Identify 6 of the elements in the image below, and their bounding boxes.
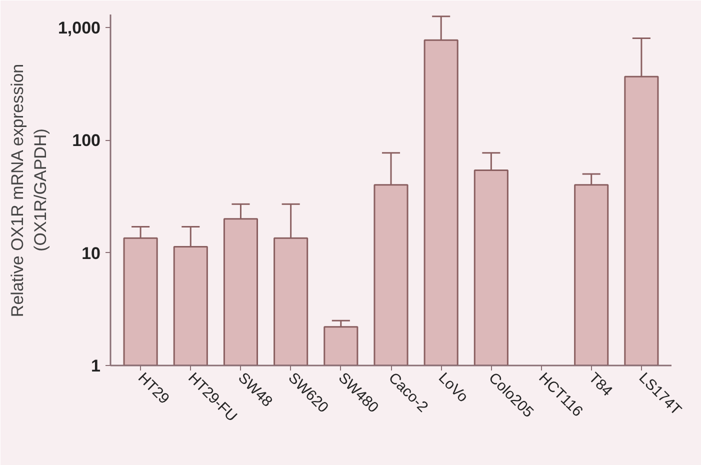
y-tick-label: 100 — [72, 131, 101, 150]
y-axis-title: Relative OX1R mRNA expression (OX1R/GAPDH) — [8, 64, 50, 318]
y-tick-label: 10 — [82, 244, 101, 263]
y-tick-label: 1 — [91, 356, 101, 376]
x-tick-label: T84 — [585, 369, 616, 400]
y-tick-label: 1,000 — [58, 18, 101, 38]
